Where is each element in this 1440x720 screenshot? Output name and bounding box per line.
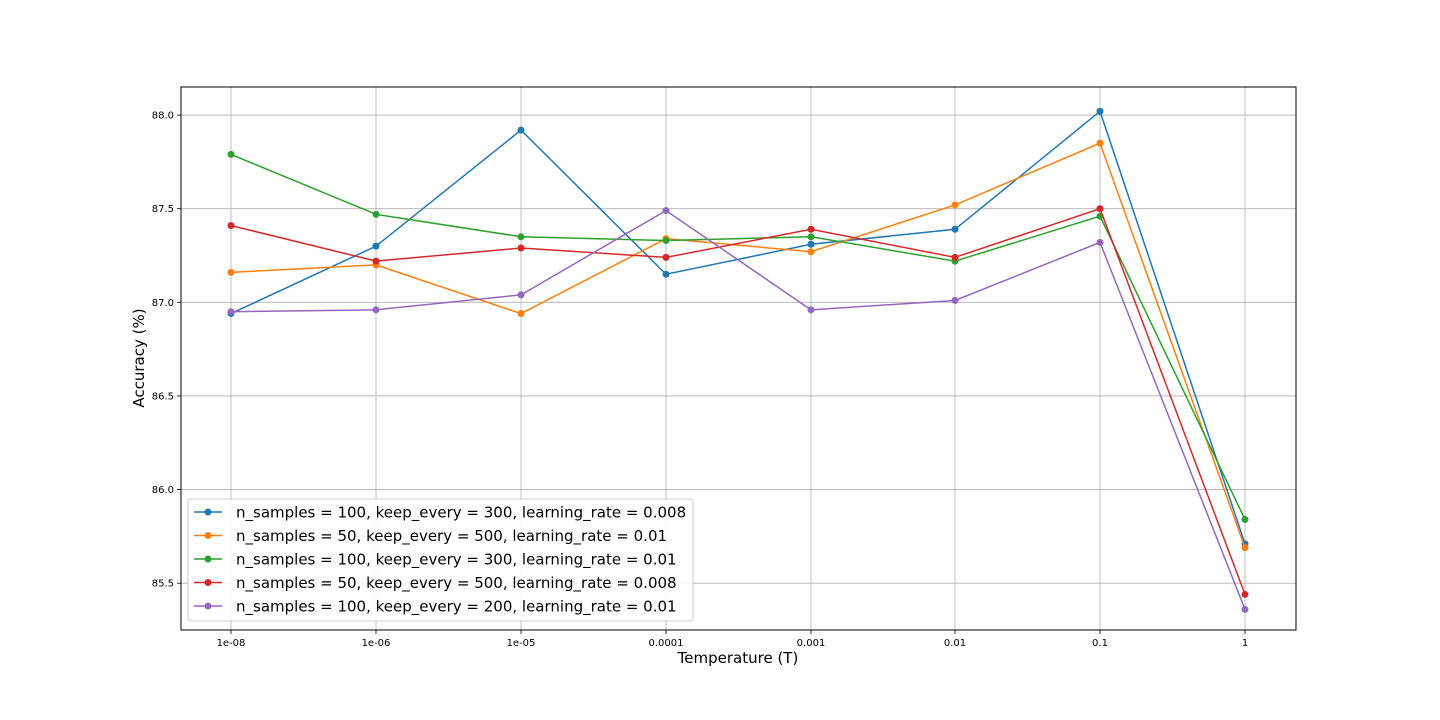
y-tick-label: 86.5 xyxy=(152,391,174,402)
series-group xyxy=(227,107,1249,613)
data-point xyxy=(372,306,380,314)
data-point xyxy=(227,268,235,276)
data-point xyxy=(372,210,380,218)
y-tick-label: 87.5 xyxy=(152,204,174,215)
legend: n_samples = 100, keep_every = 300, learn… xyxy=(187,498,694,622)
data-point xyxy=(951,253,959,261)
data-point xyxy=(1096,205,1104,213)
legend-marker xyxy=(204,579,212,586)
x-tick-label: 0.0001 xyxy=(649,638,684,649)
data-point xyxy=(807,306,815,314)
data-point xyxy=(951,225,959,233)
legend-entry: n_samples = 100, keep_every = 300, learn… xyxy=(194,551,677,570)
legend-entry: n_samples = 100, keep_every = 300, learn… xyxy=(194,504,686,523)
series-line xyxy=(230,142,1246,548)
x-tick-label: 0.01 xyxy=(944,638,966,649)
data-point xyxy=(227,308,235,316)
data-point xyxy=(1241,605,1249,613)
legend-marker xyxy=(204,532,212,539)
y-axis-label: Accuracy (%) xyxy=(130,308,148,407)
legend-label: n_samples = 50, keep_every = 500, learni… xyxy=(236,574,677,593)
x-axis-label: Temperature (T) xyxy=(677,649,799,667)
series-5 xyxy=(227,207,1249,613)
data-point xyxy=(517,233,525,241)
data-point xyxy=(807,240,815,248)
series-3 xyxy=(227,150,1249,524)
y-tick-label: 85.5 xyxy=(152,579,174,590)
x-tick-label: 1e-08 xyxy=(217,638,246,649)
data-point xyxy=(951,296,959,304)
legend-entry: n_samples = 50, keep_every = 500, learni… xyxy=(194,527,667,546)
data-point xyxy=(372,242,380,250)
legend-label: n_samples = 100, keep_every = 300, learn… xyxy=(236,551,677,570)
data-point xyxy=(517,291,525,299)
x-tick-label: 0.001 xyxy=(797,638,826,649)
series-line xyxy=(230,153,1246,520)
series-line xyxy=(230,207,1246,595)
legend-marker xyxy=(204,555,212,563)
data-point xyxy=(1096,107,1104,115)
data-point xyxy=(662,207,670,215)
data-point xyxy=(1241,590,1249,598)
data-point xyxy=(807,225,815,233)
y-tick-label: 86.0 xyxy=(152,485,174,496)
legend-label: n_samples = 50, keep_every = 500, learni… xyxy=(236,527,667,546)
data-point xyxy=(517,244,525,252)
legend-label: n_samples = 100, keep_every = 300, learn… xyxy=(236,504,686,523)
x-tick-label: 0.1 xyxy=(1092,638,1108,649)
series-line xyxy=(230,209,1246,610)
data-point xyxy=(1096,238,1104,246)
data-point xyxy=(662,270,670,278)
x-tick-label: 1e-06 xyxy=(362,638,391,649)
x-axis-ticks: 1e-08 1e-06 1e-05 0.0001 0.001 0.01 0.1 1 xyxy=(217,630,1248,649)
data-point xyxy=(517,310,525,318)
data-point xyxy=(807,248,815,256)
data-point xyxy=(517,126,525,134)
data-point xyxy=(662,253,670,261)
legend-items: n_samples = 100, keep_every = 300, learn… xyxy=(194,504,686,617)
data-point xyxy=(807,233,815,241)
x-tick-label: 1 xyxy=(1242,638,1248,649)
data-point xyxy=(227,222,235,230)
data-point xyxy=(662,237,670,245)
legend-label: n_samples = 100, keep_every = 200, learn… xyxy=(236,598,677,617)
x-tick-label: 1e-05 xyxy=(507,638,536,649)
legend-marker xyxy=(204,602,212,610)
legend-box xyxy=(187,498,694,622)
data-point xyxy=(951,201,959,209)
legend-entry: n_samples = 50, keep_every = 500, learni… xyxy=(194,574,677,593)
y-tick-label: 87.0 xyxy=(152,298,174,309)
data-point xyxy=(1241,544,1249,552)
y-axis-ticks: 85.5 86.0 86.5 87.0 87.5 88.0 xyxy=(152,111,181,590)
data-point xyxy=(372,257,380,265)
data-point xyxy=(1241,516,1249,524)
data-point xyxy=(227,150,235,158)
plot-frame xyxy=(180,86,1297,631)
series-line xyxy=(230,110,1246,545)
series-4 xyxy=(227,205,1249,598)
data-point xyxy=(1096,139,1104,147)
y-tick-label: 88.0 xyxy=(152,111,174,122)
legend-marker xyxy=(204,508,212,516)
legend-entry: n_samples = 100, keep_every = 200, learn… xyxy=(194,598,677,617)
